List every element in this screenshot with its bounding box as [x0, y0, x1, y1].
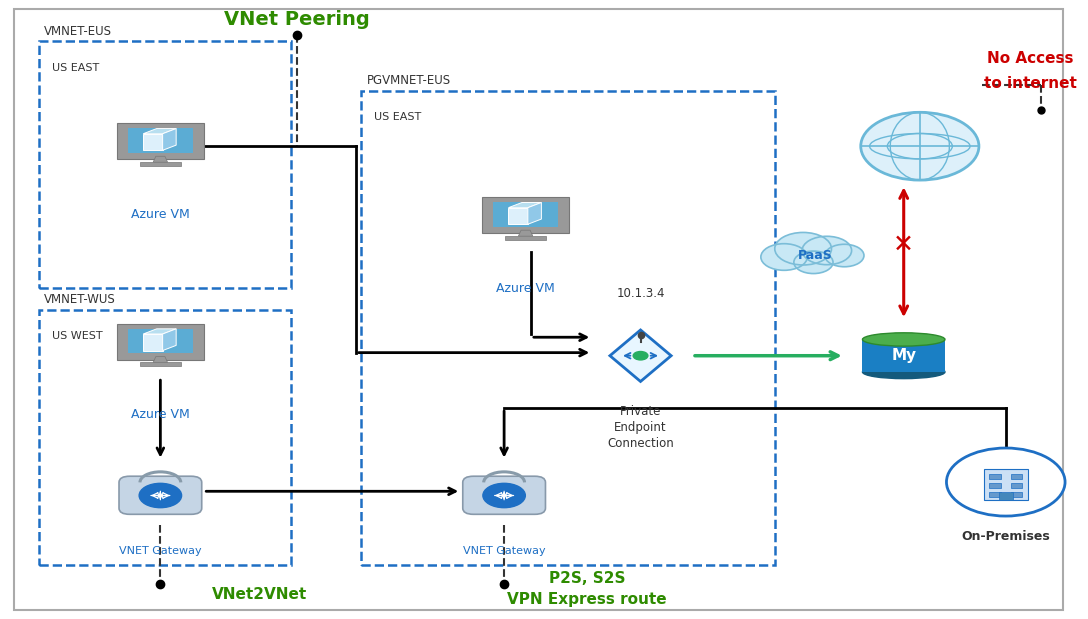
Polygon shape [144, 329, 176, 334]
FancyBboxPatch shape [482, 197, 569, 233]
Text: Azure VM: Azure VM [131, 208, 189, 221]
Text: VNet2VNet: VNet2VNet [211, 587, 307, 602]
FancyBboxPatch shape [989, 483, 1001, 488]
Text: PaaS: PaaS [798, 249, 832, 262]
Text: Azure VM: Azure VM [131, 408, 189, 421]
Ellipse shape [863, 333, 945, 346]
Polygon shape [153, 357, 168, 363]
Text: US EAST: US EAST [52, 63, 99, 73]
Text: VMNET-EUS: VMNET-EUS [45, 25, 112, 38]
FancyBboxPatch shape [116, 324, 205, 360]
Circle shape [825, 245, 864, 267]
Polygon shape [518, 230, 533, 236]
FancyBboxPatch shape [14, 9, 1063, 610]
Text: VNET Gateway: VNET Gateway [119, 545, 201, 555]
FancyBboxPatch shape [863, 339, 945, 372]
FancyBboxPatch shape [116, 123, 205, 159]
Text: to internet: to internet [984, 76, 1077, 91]
Polygon shape [508, 202, 542, 208]
FancyBboxPatch shape [1011, 474, 1023, 479]
Circle shape [761, 244, 807, 271]
Polygon shape [162, 129, 176, 150]
Polygon shape [508, 208, 528, 224]
Polygon shape [610, 330, 671, 381]
Circle shape [633, 352, 647, 360]
FancyBboxPatch shape [989, 474, 1001, 479]
Text: 10.1.3.4: 10.1.3.4 [616, 287, 665, 300]
FancyBboxPatch shape [493, 202, 558, 227]
Circle shape [483, 483, 526, 508]
FancyBboxPatch shape [1011, 483, 1023, 488]
Text: ✕: ✕ [893, 233, 914, 257]
Text: VPN Express route: VPN Express route [507, 592, 667, 607]
FancyBboxPatch shape [999, 492, 1013, 500]
Polygon shape [144, 334, 162, 350]
Circle shape [861, 112, 979, 180]
Circle shape [802, 236, 852, 265]
Circle shape [139, 483, 182, 508]
FancyBboxPatch shape [989, 491, 1001, 497]
Text: VNET Gateway: VNET Gateway [462, 545, 545, 555]
FancyBboxPatch shape [462, 476, 545, 514]
Polygon shape [144, 129, 176, 134]
FancyBboxPatch shape [505, 236, 546, 240]
FancyBboxPatch shape [984, 469, 1028, 500]
Circle shape [775, 233, 831, 265]
FancyBboxPatch shape [140, 363, 181, 366]
Text: US EAST: US EAST [374, 112, 421, 123]
Text: US WEST: US WEST [52, 331, 102, 341]
Text: VMNET-WUS: VMNET-WUS [45, 293, 116, 306]
Text: VNet Peering: VNet Peering [224, 10, 370, 29]
Text: P2S, S2S: P2S, S2S [548, 571, 626, 586]
Ellipse shape [863, 365, 945, 379]
Circle shape [947, 448, 1065, 516]
Text: No Access: No Access [987, 51, 1074, 66]
Polygon shape [528, 202, 542, 224]
Polygon shape [144, 134, 162, 150]
FancyBboxPatch shape [140, 162, 181, 166]
Circle shape [794, 251, 833, 274]
Text: PGVMNET-EUS: PGVMNET-EUS [367, 74, 450, 87]
Text: Private
Endpoint
Connection: Private Endpoint Connection [607, 405, 673, 450]
FancyBboxPatch shape [1011, 491, 1023, 497]
Text: My: My [891, 348, 916, 363]
FancyBboxPatch shape [128, 329, 193, 353]
Text: Azure VM: Azure VM [496, 282, 555, 295]
FancyBboxPatch shape [119, 476, 201, 514]
Polygon shape [162, 329, 176, 350]
FancyBboxPatch shape [128, 128, 193, 153]
Polygon shape [153, 156, 168, 162]
Text: On-Premises: On-Premises [962, 530, 1050, 543]
